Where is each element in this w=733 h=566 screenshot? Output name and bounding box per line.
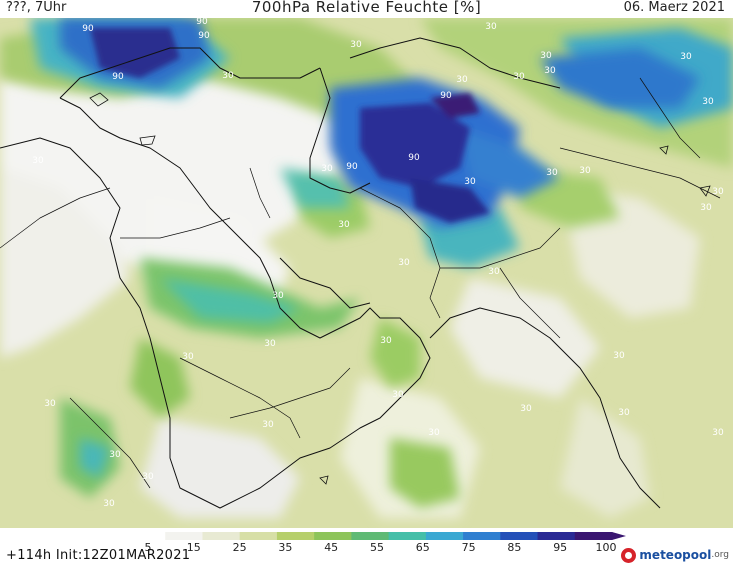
color-legend: 5 15 25 35 45 55 65 75 85 95 100: [0, 528, 733, 566]
contour-label-30: 30: [44, 399, 56, 409]
contour-label-90: 90: [440, 91, 452, 101]
contour-label-30: 30: [392, 390, 404, 400]
contour-label-90: 90: [82, 24, 94, 34]
run-info: +114h Init:12Z01MAR2021: [6, 548, 191, 563]
contour-label-90: 90: [198, 31, 210, 41]
contour-label-30: 30: [544, 66, 556, 76]
contour-label-30: 30: [680, 52, 692, 62]
contour-label-30: 30: [540, 51, 552, 61]
legend-tick-label: 45: [324, 541, 338, 554]
legend-tick-label: 95: [553, 541, 567, 554]
contour-label-30: 30: [428, 428, 440, 438]
legend-tick-label: 65: [416, 541, 430, 554]
contour-label-30: 30: [513, 72, 525, 82]
brand-logo-block[interactable]: meteopool .org: [621, 546, 729, 564]
contour-label-90: 90: [196, 18, 208, 27]
islands: [89, 92, 711, 485]
brand-suffix: .org: [711, 550, 729, 560]
contour-label-30: 30: [264, 339, 276, 349]
forecast-date: 06. Maerz 2021: [623, 0, 725, 15]
contour-label-30: 30: [182, 352, 194, 362]
contour-label-30: 30: [464, 177, 476, 187]
contour-label-90: 90: [346, 162, 358, 172]
legend-color-swatch: [165, 532, 203, 540]
legend-tick-label: 55: [370, 541, 384, 554]
legend-color-swatch: [574, 532, 613, 540]
legend-tick-label: 85: [507, 541, 521, 554]
legend-color-swatch: [351, 532, 390, 540]
contour-label-30: 30: [702, 97, 714, 107]
legend-color-swatch: [276, 532, 315, 540]
contour-label-30: 30: [456, 75, 468, 85]
coastlines-and-borders: [0, 37, 721, 509]
legend-color-swatch: [388, 532, 427, 540]
contour-label-30: 30: [700, 203, 712, 213]
legend-color-swatch: [500, 532, 539, 540]
contour-label-30: 30: [380, 336, 392, 346]
map-title: 700hPa Relative Feuchte [%]: [251, 0, 482, 16]
meteopool-logo-icon: [621, 547, 637, 563]
contour-label-30: 30: [109, 450, 121, 460]
contour-label-30: 30: [520, 404, 532, 414]
saturated-cores: [90, 28, 490, 223]
contour-label-30: 30: [618, 408, 630, 418]
legend-color-swatch: [314, 532, 352, 540]
legend-max-arrow: [612, 532, 626, 540]
legend-tick-label: 5: [145, 541, 152, 554]
contour-label-30: 30: [613, 351, 625, 361]
legend-color-swatch: [202, 532, 241, 540]
contour-label-30: 30: [142, 472, 154, 482]
contour-label-30: 30: [712, 187, 724, 197]
contour-label-30: 30: [222, 71, 234, 81]
legend-tick-label: 35: [278, 541, 292, 554]
contour-label-30: 30: [262, 420, 274, 430]
forecast-day: ???, 7Uhr: [6, 0, 67, 15]
contour-label-30: 30: [546, 168, 558, 178]
legend-color-swatch: [239, 532, 278, 540]
legend-tick-label: 25: [233, 541, 247, 554]
contour-label-30: 30: [338, 220, 350, 230]
contour-label-30: 30: [712, 428, 724, 438]
header: ???, 7Uhr 700hPa Relative Feuchte [%] 06…: [0, 0, 733, 18]
contour-label-30: 30: [32, 156, 44, 166]
legend-tick-label: 15: [187, 541, 201, 554]
contour-label-30: 30: [272, 291, 284, 301]
legend-color-swatch: [537, 532, 576, 540]
contour-label-30: 30: [103, 499, 115, 509]
contour-label-30: 30: [321, 164, 333, 174]
legend-color-swatch: [463, 532, 501, 540]
legend-color-swatch: [425, 532, 464, 540]
contour-label-30: 30: [350, 40, 362, 50]
legend-color-swatch: [128, 532, 166, 540]
legend-tick-label: 100: [596, 541, 617, 554]
contour-label-30: 30: [485, 22, 497, 32]
contour-label-30: 30: [398, 258, 410, 268]
legend-tick-label: 75: [462, 541, 476, 554]
legend-scale: 5 15 25 35 45 55 65 75 85 95 100: [128, 532, 626, 554]
contour-label-90: 90: [112, 72, 124, 82]
contour-label-30: 30: [579, 166, 591, 176]
contour-label-30: 30: [488, 267, 500, 277]
contour-label-90: 90: [408, 153, 420, 163]
brand-name: meteopool: [639, 548, 712, 562]
